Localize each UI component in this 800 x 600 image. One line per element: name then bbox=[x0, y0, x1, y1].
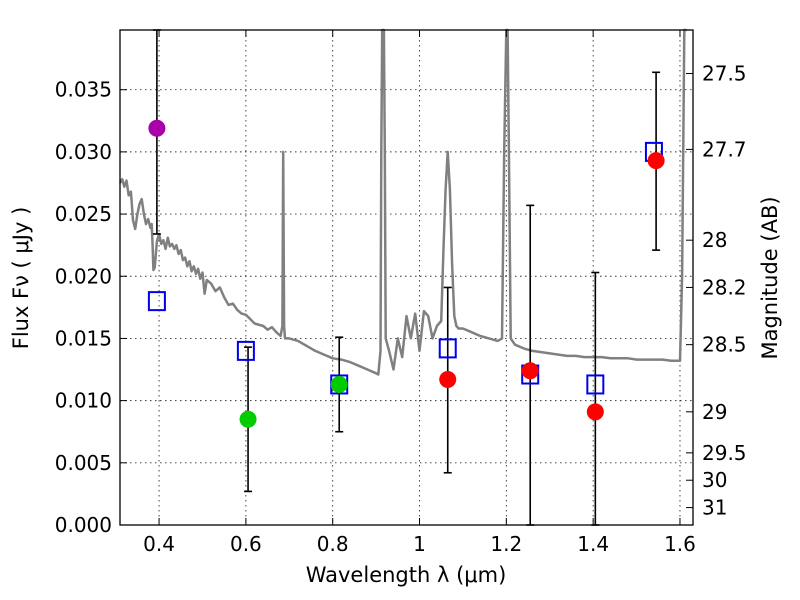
y-axis-label: Flux Fν ( μJy ) bbox=[9, 207, 33, 350]
y-tick-label: 0.030 bbox=[55, 140, 112, 164]
y2-tick-label: 29 bbox=[702, 400, 727, 424]
measured-flux-point bbox=[148, 119, 166, 137]
y2-tick-label: 30 bbox=[702, 468, 727, 492]
y2-tick-label: 28.2 bbox=[702, 275, 747, 299]
y-tick-label: 0.000 bbox=[55, 513, 112, 537]
plot-frame bbox=[119, 29, 694, 526]
x-tick-label: 1.6 bbox=[664, 532, 696, 556]
y2-tick-label: 28 bbox=[702, 228, 727, 252]
y2-tick-label: 31 bbox=[702, 496, 727, 520]
measured-flux-point bbox=[239, 410, 257, 428]
y-tick-label: 0.020 bbox=[55, 264, 112, 288]
y2-tick-label: 28.5 bbox=[702, 333, 747, 357]
measured-flux-point bbox=[586, 403, 604, 421]
model-square-marker bbox=[586, 374, 605, 395]
y-tick-label: 0.010 bbox=[55, 389, 112, 413]
model-square-marker bbox=[147, 291, 166, 312]
model-square-marker bbox=[438, 338, 457, 359]
measured-flux-point bbox=[647, 152, 665, 170]
x-tick-label: 1 bbox=[413, 532, 426, 556]
circle-layer bbox=[148, 119, 665, 428]
grid-layer bbox=[120, 30, 693, 526]
spectrum-line bbox=[118, 28, 687, 376]
y-tick-label: 0.025 bbox=[55, 202, 112, 226]
errorbar-layer bbox=[152, 29, 661, 526]
x-tick-label: 0.6 bbox=[230, 532, 262, 556]
y-tick-label: 0.035 bbox=[55, 78, 112, 102]
x-tick-label: 1.4 bbox=[577, 532, 609, 556]
y-axis: 0.000 0.005 0.010 0.015 0.020 0.025 0.030 0.035 bbox=[55, 78, 127, 537]
y2-tick-label: 27.5 bbox=[702, 62, 747, 86]
spectrum-layer bbox=[118, 28, 687, 376]
x-tick-label: 1.2 bbox=[490, 532, 522, 556]
y-tick-label: 0.005 bbox=[55, 451, 112, 475]
model-square-marker bbox=[236, 340, 255, 361]
y2-axis: 27.5 27.7 28 28.2 28.5 29 29.5 30 31 bbox=[686, 62, 747, 520]
x-tick-label: 0.4 bbox=[143, 532, 175, 556]
measured-flux-point bbox=[330, 375, 348, 393]
y2-tick-label: 29.5 bbox=[702, 441, 747, 465]
x-tick-label: 0.8 bbox=[317, 532, 349, 556]
measured-flux-point bbox=[439, 370, 457, 388]
measured-flux-point bbox=[521, 362, 539, 380]
x-axis-label: Wavelength λ (μm) bbox=[306, 563, 507, 587]
x-axis: 0.4 0.6 0.8 1 1.2 1.4 1.6 bbox=[143, 30, 696, 556]
y-tick-label: 0.015 bbox=[55, 326, 112, 350]
y2-axis-label: Magnitude (AB) bbox=[758, 196, 782, 359]
y2-tick-label: 27.7 bbox=[702, 137, 747, 161]
